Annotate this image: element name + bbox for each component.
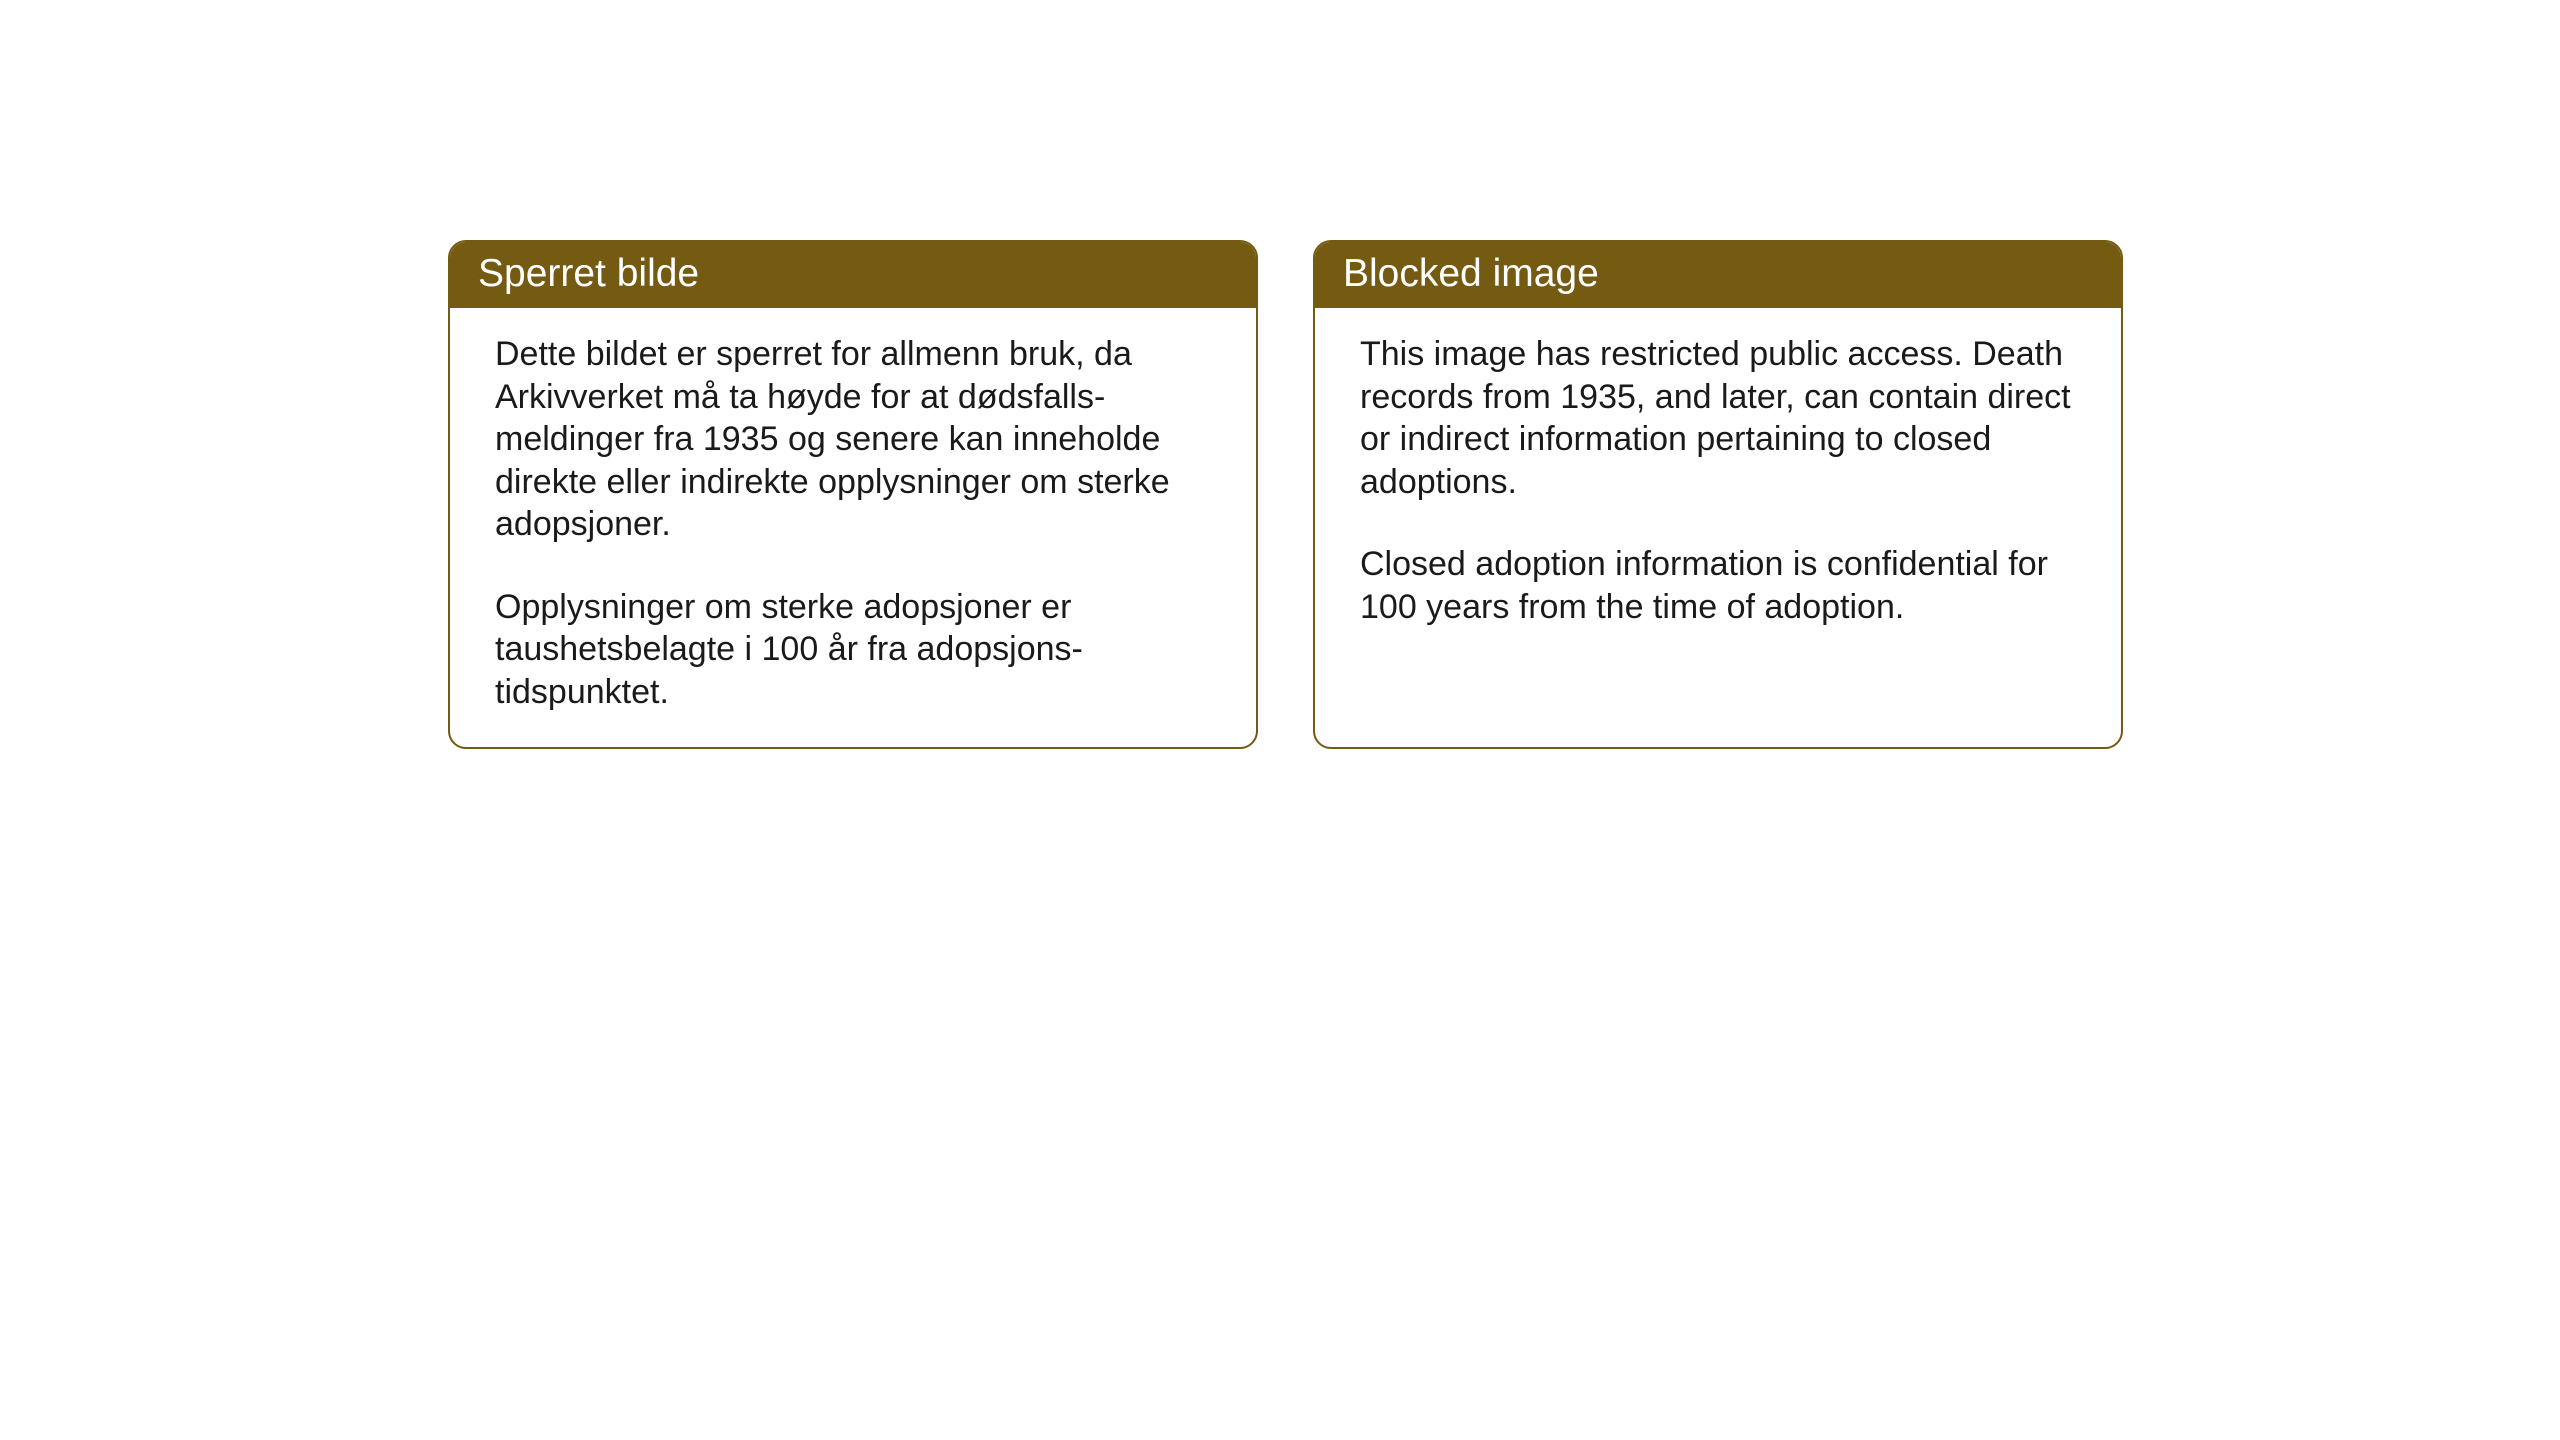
norwegian-card-body: Dette bildet er sperret for allmenn bruk… xyxy=(450,308,1256,743)
notice-container: Sperret bilde Dette bildet er sperret fo… xyxy=(448,240,2123,749)
english-paragraph-1: This image has restricted public access.… xyxy=(1360,333,2091,503)
norwegian-paragraph-1: Dette bildet er sperret for allmenn bruk… xyxy=(495,333,1226,546)
norwegian-paragraph-2: Opplysninger om sterke adopsjoner er tau… xyxy=(495,586,1226,714)
norwegian-card-title: Sperret bilde xyxy=(478,252,1228,296)
english-paragraph-2: Closed adoption information is confident… xyxy=(1360,543,2091,628)
english-card-header: Blocked image xyxy=(1315,242,2121,308)
english-card-body: This image has restricted public access.… xyxy=(1315,308,2121,658)
english-card-title: Blocked image xyxy=(1343,252,2093,296)
norwegian-card-header: Sperret bilde xyxy=(450,242,1256,308)
norwegian-notice-card: Sperret bilde Dette bildet er sperret fo… xyxy=(448,240,1258,749)
english-notice-card: Blocked image This image has restricted … xyxy=(1313,240,2123,749)
